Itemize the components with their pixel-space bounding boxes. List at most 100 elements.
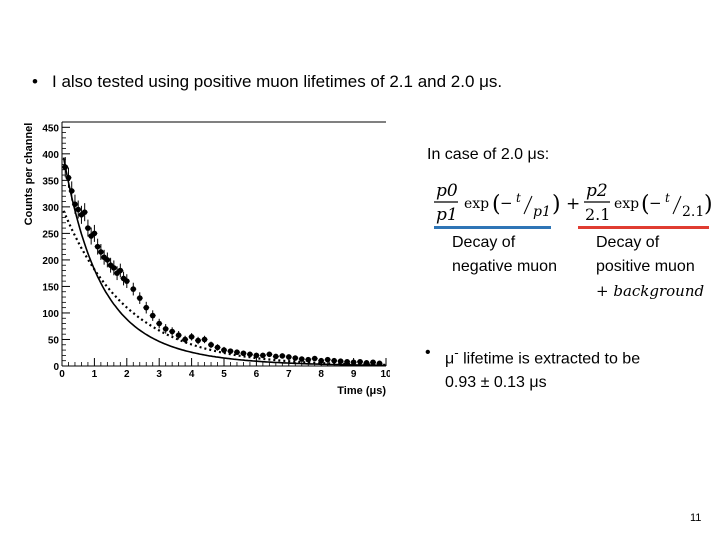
data-point	[285, 354, 292, 360]
point-marker	[72, 201, 78, 208]
term1-open-paren: (	[492, 192, 501, 217]
data-point	[246, 351, 253, 358]
term2-exp: exp	[614, 196, 639, 212]
data-point	[94, 238, 101, 255]
data-point	[357, 358, 364, 365]
term1-minus: −	[500, 194, 513, 212]
point-marker	[273, 353, 279, 360]
point-marker	[94, 243, 101, 250]
data-point	[370, 359, 377, 366]
point-marker	[124, 278, 130, 284]
point-marker	[136, 295, 143, 301]
point-marker	[85, 225, 91, 231]
chart-ticks: 0 50 100 150 200 250 300 350 400 450 0 1 2 3 4 5 6 7 8 9 10	[42, 123, 390, 380]
page-number: 11	[690, 512, 702, 524]
point-marker	[111, 265, 117, 271]
x-tick-label: 4	[189, 369, 195, 380]
negative-muon-underline	[434, 226, 551, 229]
data-point	[208, 341, 215, 348]
point-marker	[286, 354, 292, 360]
data-point	[376, 360, 383, 367]
data-point	[201, 335, 208, 344]
bullet-marker: •	[425, 344, 431, 361]
mu-charge: -	[454, 345, 459, 360]
x-tick-label: 8	[318, 369, 324, 380]
point-marker	[311, 355, 318, 362]
data-point	[110, 260, 117, 276]
bullet-marker: •	[32, 72, 38, 91]
data-point	[298, 356, 305, 362]
point-marker	[227, 348, 234, 354]
point-marker	[117, 267, 124, 274]
negative-label-line1: Decay of	[452, 234, 516, 251]
x-tick-label: 2	[124, 369, 130, 380]
y-tick-label: 200	[42, 256, 59, 267]
data-point	[214, 344, 221, 351]
x-tick-label: 3	[156, 369, 162, 380]
data-point	[182, 335, 189, 344]
data-point	[75, 200, 82, 219]
bullet-top-text: I also tested using positive muon lifeti…	[52, 72, 503, 91]
y-tick-label: 400	[42, 150, 59, 161]
point-marker	[357, 358, 363, 365]
point-marker	[305, 356, 312, 363]
point-marker	[324, 356, 331, 363]
point-marker	[337, 358, 344, 365]
point-marker	[62, 164, 69, 170]
data-point	[253, 352, 260, 359]
y-tick-label: 450	[42, 123, 59, 134]
positive-label-line1: Decay of	[596, 234, 660, 251]
point-marker	[162, 326, 169, 332]
data-point	[156, 318, 163, 329]
point-marker	[75, 206, 81, 213]
positive-muon-underline	[578, 226, 709, 229]
data-point	[233, 349, 240, 356]
point-marker	[279, 353, 286, 359]
point-marker	[104, 257, 111, 263]
negative-muon-label: Decay of negative muon	[452, 231, 557, 279]
data-point	[324, 356, 331, 363]
data-point	[337, 358, 344, 365]
data-point	[81, 203, 88, 222]
x-tick-label: 0	[59, 369, 65, 380]
point-marker	[260, 352, 266, 359]
chart-axes	[61, 121, 386, 367]
data-point	[84, 219, 91, 237]
term1-denominator: p1	[436, 205, 458, 225]
data-point	[259, 352, 266, 359]
point-marker	[91, 230, 98, 237]
background-label: + background	[596, 282, 705, 300]
data-point	[279, 353, 286, 359]
term1-exp: exp	[464, 196, 489, 212]
fit-formula: p0 p1 exp ( − t p1 ) + p2 2.1 exp ( − t …	[434, 181, 713, 225]
point-marker	[201, 336, 208, 343]
point-marker	[350, 359, 357, 366]
y-tick-label: 0	[53, 362, 59, 373]
point-marker	[363, 360, 370, 366]
point-marker	[65, 174, 72, 181]
point-marker	[81, 209, 88, 215]
lifetime-value: 0.93 ± 0.13 μs	[445, 374, 547, 392]
term1-inner-den: p1	[533, 204, 551, 220]
point-marker	[149, 312, 156, 319]
data-point	[331, 357, 338, 364]
x-tick-label: 9	[351, 369, 357, 380]
y-tick-label: 250	[42, 229, 59, 240]
term1-slash	[523, 195, 533, 215]
point-marker	[266, 351, 273, 358]
point-marker	[221, 347, 227, 353]
point-marker	[156, 320, 162, 327]
x-tick-label: 6	[254, 369, 260, 380]
term2-inner-num: t	[665, 191, 670, 205]
data-point	[117, 263, 124, 278]
data-point	[305, 356, 312, 363]
point-marker	[195, 337, 201, 344]
point-marker	[68, 188, 75, 194]
data-point	[292, 355, 299, 361]
data-point	[272, 353, 279, 360]
x-tick-label: 5	[221, 369, 227, 380]
plus-sign: +	[566, 194, 580, 214]
point-marker	[318, 357, 325, 364]
point-marker	[98, 249, 104, 255]
